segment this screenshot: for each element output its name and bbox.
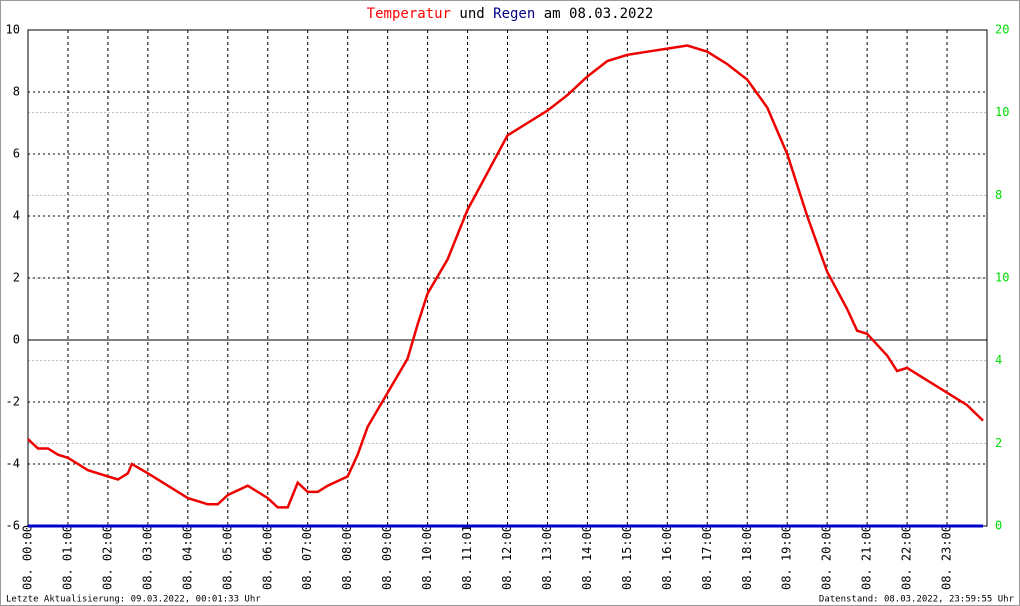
x-tick-label: 08. 06:00	[260, 525, 274, 590]
title-part: und	[459, 6, 484, 22]
x-tick-label: 08. 16:00	[660, 525, 674, 590]
y2-tick-label: 2	[995, 436, 1002, 450]
y2-tick-label: 10	[995, 105, 1009, 119]
x-tick-label: 08. 15:00	[620, 525, 634, 590]
chart-title: Temperatur und Regen am 08.03.2022	[367, 6, 654, 22]
x-tick-label: 08. 00:00	[21, 525, 35, 590]
y2-tick-label: 4	[995, 353, 1002, 367]
x-tick-label: 08. 13:00	[540, 525, 554, 590]
x-tick-label: 08. 10:00	[420, 525, 434, 590]
x-tick-label: 08. 21:00	[860, 525, 874, 590]
x-tick-label: 08. 02:00	[100, 525, 114, 590]
footer-right: Datenstand: 08.03.2022, 23:59:55 Uhr	[819, 595, 1015, 605]
y2-tick-label: 8	[995, 188, 1002, 202]
series-line	[27, 44, 984, 509]
x-tick-label: 08. 17:00	[700, 525, 714, 590]
x-tick-label: 08. 12:00	[500, 525, 514, 590]
title-part: Temperatur	[367, 6, 451, 22]
y-tick-label: 4	[13, 209, 20, 223]
y-tick-label: 10	[6, 23, 20, 37]
x-tick-label: 08. 07:00	[300, 525, 314, 590]
y-tick-label: 0	[13, 333, 20, 347]
x-tick-label: 08. 18:00	[740, 525, 754, 590]
y2-tick-label: 10	[995, 271, 1009, 285]
y-tick-label: 6	[13, 147, 20, 161]
x-tick-label: 08. 08:00	[340, 525, 354, 590]
x-tick-label: 08. 22:00	[900, 525, 914, 590]
x-tick-label: 08. 01:00	[60, 525, 74, 590]
footer-left: Letzte Aktualisierung: 09.03.2022, 00:01…	[6, 595, 261, 605]
title-part: Regen	[493, 6, 535, 22]
x-tick-label: 08. 09:00	[380, 525, 394, 590]
x-tick-label: 08. 19:00	[780, 525, 794, 590]
x-tick-label: 08. 04:00	[180, 525, 194, 590]
x-tick-label: 08. 14:00	[580, 525, 594, 590]
x-tick-label: 08. 20:00	[820, 525, 834, 590]
y-tick-label: -6	[6, 519, 20, 533]
x-tick-label: 08. 11:01	[460, 525, 474, 590]
y2-tick-label: 0	[995, 519, 1002, 533]
y2-tick-label: 20	[995, 23, 1009, 37]
x-tick-label: 08. 03:00	[140, 525, 154, 590]
title-part: am 08.03.2022	[544, 6, 654, 22]
x-tick-label: 08. 05:00	[220, 525, 234, 590]
y-tick-label: 2	[13, 271, 20, 285]
y-tick-label: -2	[6, 395, 20, 409]
y-tick-label: -4	[6, 457, 20, 471]
y-tick-label: 8	[13, 85, 20, 99]
x-tick-label: 08. 23:00	[940, 525, 954, 590]
